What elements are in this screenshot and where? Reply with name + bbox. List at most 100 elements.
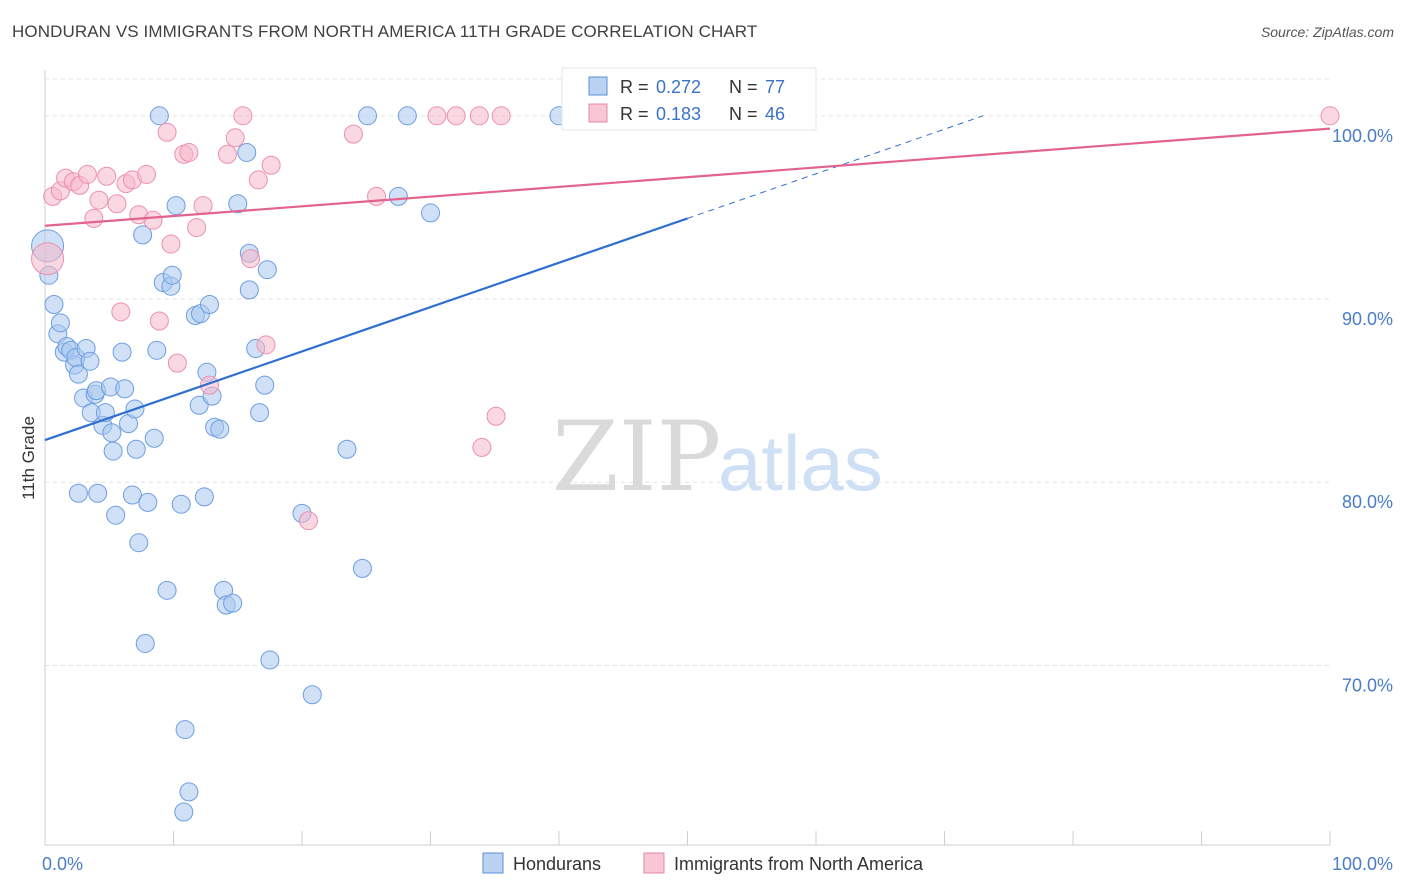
scatter-point <box>1320 106 1340 126</box>
x-ticks: 0.0% 100.0% <box>42 831 1393 874</box>
scatter-point <box>223 593 243 613</box>
scatter-point <box>343 124 363 144</box>
scatter-point <box>31 242 65 276</box>
r-label: R = <box>620 77 649 97</box>
watermark-atlas: atlas <box>718 419 883 507</box>
scatter-point <box>472 437 492 457</box>
scatter-point <box>166 196 186 216</box>
scatter-point <box>106 505 126 525</box>
scatter-point <box>427 106 447 126</box>
data-points <box>31 106 1340 822</box>
y-tick-label: 90.0% <box>1342 309 1393 329</box>
r-label: R = <box>620 104 649 124</box>
scatter-point <box>68 483 88 503</box>
scatter-point <box>302 685 322 705</box>
legend-swatch-hondurans <box>482 852 504 874</box>
legend-label-hondurans: Hondurans <box>513 854 601 874</box>
scatter-point <box>129 533 149 553</box>
scatter-point <box>133 225 153 245</box>
scatter-point <box>135 633 155 653</box>
stats-row-immigrants: R = 0.183 N = 46 <box>588 103 785 124</box>
scatter-point <box>491 106 511 126</box>
scatter-point <box>149 311 169 331</box>
scatter-point <box>171 494 191 514</box>
scatter-point <box>250 403 270 423</box>
scatter-point <box>217 144 237 164</box>
scatter-point <box>149 106 169 126</box>
x-tick-label: 0.0% <box>42 854 83 874</box>
bottom-legend: Hondurans Immigrants from North America <box>482 852 924 874</box>
y-axis-label: 11th Grade <box>19 416 38 500</box>
source-credit: Source: ZipAtlas.com <box>1260 24 1394 40</box>
r-value-hondurans: 0.272 <box>656 77 701 97</box>
scatter-point <box>97 166 117 186</box>
scatter-point <box>388 186 408 206</box>
scatter-point <box>233 106 253 126</box>
scatter-point <box>167 353 187 373</box>
legend-label-immigrants: Immigrants from North America <box>674 854 924 874</box>
scatter-point <box>421 203 440 223</box>
watermark-zip: ZIP <box>552 401 721 513</box>
scatter-point <box>298 511 318 531</box>
scatter-point <box>77 164 97 184</box>
y-ticks: 70.0% 80.0% 90.0% 100.0% <box>1332 126 1393 696</box>
scatter-point <box>138 492 158 512</box>
grid-lines <box>45 78 1330 666</box>
scatter-point <box>89 190 109 210</box>
scatter-point <box>241 249 261 269</box>
scatter-point <box>137 164 157 184</box>
scatter-point <box>174 802 194 822</box>
scatter-point <box>189 395 209 415</box>
scatter-point <box>486 406 506 426</box>
scatter-point <box>225 128 245 148</box>
chart-title: HONDURAN VS IMMIGRANTS FROM NORTH AMERIC… <box>12 22 758 41</box>
scatter-point <box>337 439 357 459</box>
scatter-point <box>199 295 219 315</box>
y-tick-label: 80.0% <box>1342 492 1393 512</box>
stats-legend: R = 0.272 N = 77 R = 0.183 N = 46 <box>561 67 817 131</box>
scatter-point <box>228 194 248 214</box>
x-tick-label: 100.0% <box>1332 854 1393 874</box>
n-label: N = <box>729 77 758 97</box>
scatter-point <box>111 302 131 322</box>
stats-row-hondurans: R = 0.272 N = 77 <box>588 76 785 97</box>
scatter-point <box>179 142 199 162</box>
scatter-point <box>102 423 122 443</box>
scatter-point <box>248 170 268 190</box>
trend-line-1 <box>44 127 1331 227</box>
trend-lines <box>44 115 1331 442</box>
scatter-point <box>107 194 127 214</box>
scatter-point <box>193 196 213 216</box>
n-label: N = <box>729 104 758 124</box>
scatter-point <box>157 122 177 142</box>
series-0 <box>31 106 569 822</box>
scatter-point <box>397 106 417 126</box>
scatter-point <box>187 218 207 238</box>
legend-swatch-immigrants <box>643 852 665 874</box>
scatter-point <box>237 142 257 162</box>
scatter-point <box>115 379 135 399</box>
scatter-point <box>161 234 181 254</box>
scatter-point <box>352 558 372 578</box>
scatter-point <box>122 485 142 505</box>
scatter-point <box>112 342 132 362</box>
scatter-point <box>84 208 104 228</box>
scatter-point <box>257 260 277 280</box>
scatter-point <box>144 428 164 448</box>
scatter-point <box>162 265 182 285</box>
scatter-point <box>50 313 70 333</box>
scatter-point <box>44 295 64 315</box>
scatter-point <box>469 106 489 126</box>
n-value-immigrants: 46 <box>765 104 785 124</box>
scatter-point <box>367 186 387 206</box>
r-value-immigrants: 0.183 <box>656 104 701 124</box>
scatter-point <box>88 483 108 503</box>
scatter-point <box>103 441 123 461</box>
y-tick-label: 70.0% <box>1342 675 1393 695</box>
scatter-point <box>126 439 146 459</box>
y-tick-label: 100.0% <box>1332 126 1393 146</box>
scatter-point <box>256 335 276 355</box>
scatter-point <box>80 351 100 371</box>
scatter-point <box>175 720 195 740</box>
scatter-point <box>261 155 281 175</box>
